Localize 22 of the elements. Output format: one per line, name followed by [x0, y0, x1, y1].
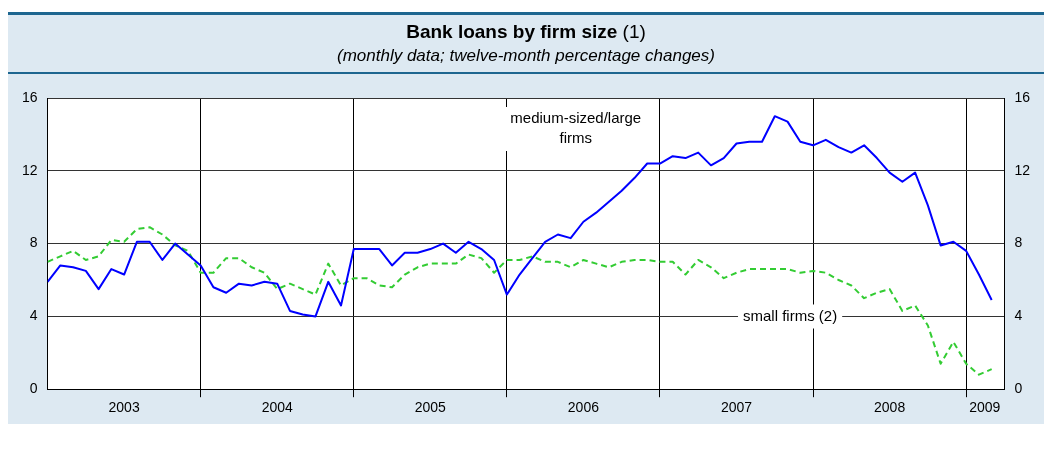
- x-tick-label: 2005: [414, 399, 447, 416]
- y2-tick-label: 16: [1014, 88, 1031, 105]
- series-label: medium-sized/large firms: [510, 109, 642, 147]
- y-tick-label: 8: [29, 234, 38, 251]
- series-label: small firms (2): [743, 306, 838, 324]
- y-tick-label: 4: [29, 307, 38, 324]
- y-tick-label: 12: [21, 161, 38, 178]
- chart-title: Bank loans by firm size (1): [406, 21, 646, 42]
- x-tick-label: 2003: [108, 399, 140, 416]
- x-tick-label: 2007: [720, 399, 753, 416]
- y2-tick-label: 8: [1014, 234, 1023, 251]
- x-tick-label: 2004: [261, 399, 293, 416]
- y-tick-label: 16: [21, 88, 38, 105]
- line-series: [47, 226, 993, 376]
- y-tick-label: 0: [29, 380, 38, 397]
- x-tick-label: 2009: [969, 399, 1001, 416]
- y2-tick-label: 4: [1014, 307, 1023, 324]
- x-tick-label: 2006: [567, 399, 600, 416]
- y2-tick-label: 12: [1014, 161, 1031, 178]
- chart-subtitle: (monthly data; twelve-month percentage changes): [336, 46, 716, 66]
- y2-tick-label: 0: [1014, 380, 1023, 397]
- x-tick-label: 2008: [874, 399, 906, 416]
